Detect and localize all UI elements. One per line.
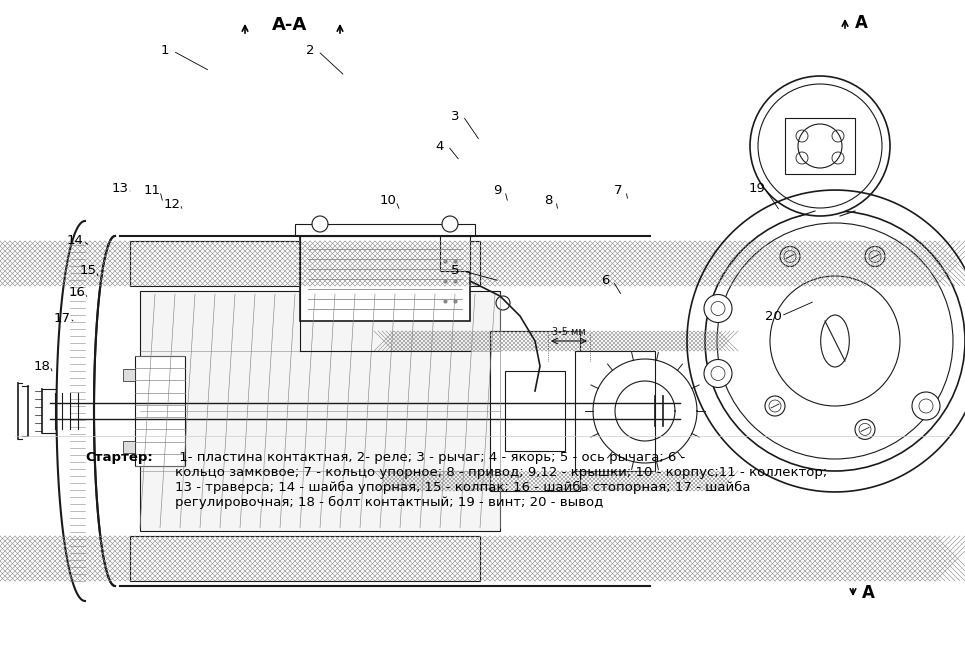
Bar xyxy=(135,356,185,466)
Circle shape xyxy=(770,276,900,406)
Text: А: А xyxy=(862,584,875,602)
Text: 9: 9 xyxy=(493,184,501,197)
Bar xyxy=(575,351,655,471)
Text: 6: 6 xyxy=(601,275,609,288)
Circle shape xyxy=(711,367,725,380)
Text: 16: 16 xyxy=(69,286,86,299)
Bar xyxy=(505,371,565,451)
Circle shape xyxy=(442,216,458,232)
Circle shape xyxy=(765,396,785,416)
Bar xyxy=(123,441,135,453)
Circle shape xyxy=(784,251,796,262)
Text: 1- пластина контактная, 2- реле; 3 - рычаг; 4 - якорь; 5 - ось рычага; 6 -
кольц: 1- пластина контактная, 2- реле; 3 - рыч… xyxy=(175,451,827,509)
Circle shape xyxy=(711,301,725,316)
Text: 15: 15 xyxy=(79,264,97,277)
Circle shape xyxy=(717,223,953,459)
Text: Стартер:: Стартер: xyxy=(85,451,152,464)
Text: 3-5 мм: 3-5 мм xyxy=(552,327,586,337)
Text: А: А xyxy=(855,14,868,32)
Circle shape xyxy=(780,247,800,266)
Circle shape xyxy=(704,294,732,322)
Bar xyxy=(140,291,500,531)
Text: 5: 5 xyxy=(451,264,459,277)
Text: 18: 18 xyxy=(34,359,50,372)
Circle shape xyxy=(869,251,881,262)
Text: 2: 2 xyxy=(306,44,315,57)
Bar xyxy=(130,241,480,286)
Text: 14: 14 xyxy=(67,234,83,247)
Circle shape xyxy=(496,296,510,310)
Circle shape xyxy=(919,399,933,413)
Text: 12: 12 xyxy=(163,197,180,210)
Text: 13: 13 xyxy=(112,182,128,195)
Text: 7: 7 xyxy=(614,184,622,197)
Text: А-А: А-А xyxy=(272,16,308,34)
Text: 20: 20 xyxy=(764,309,782,322)
Circle shape xyxy=(750,76,890,216)
Bar xyxy=(300,236,470,321)
Circle shape xyxy=(865,247,885,266)
Circle shape xyxy=(312,216,328,232)
Text: 3: 3 xyxy=(451,109,459,122)
Bar xyxy=(440,236,470,271)
Text: 4: 4 xyxy=(436,139,444,152)
Circle shape xyxy=(912,392,940,420)
Bar xyxy=(130,536,480,581)
Circle shape xyxy=(705,211,965,471)
Text: 11: 11 xyxy=(144,184,160,197)
Text: 8: 8 xyxy=(544,195,552,208)
Text: 17: 17 xyxy=(53,311,70,324)
Bar xyxy=(295,224,475,236)
Bar xyxy=(785,118,855,174)
Bar xyxy=(490,331,580,491)
Text: 10: 10 xyxy=(379,195,397,208)
Bar xyxy=(123,369,135,381)
Circle shape xyxy=(855,419,875,439)
Circle shape xyxy=(758,84,882,208)
Circle shape xyxy=(704,359,732,387)
Text: 19: 19 xyxy=(749,182,765,195)
Text: 1: 1 xyxy=(161,44,169,57)
Circle shape xyxy=(769,400,781,412)
Circle shape xyxy=(859,423,871,436)
